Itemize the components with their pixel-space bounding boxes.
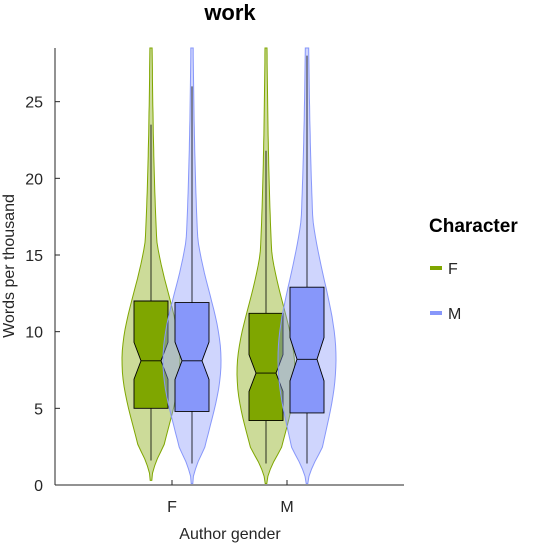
legend-label-F: F bbox=[448, 261, 458, 278]
x-axis-label: Author gender bbox=[179, 526, 281, 543]
box-series-F-cat-M bbox=[248, 312, 284, 422]
x-tick-label: F bbox=[167, 499, 177, 516]
legend-label-M: M bbox=[448, 306, 461, 323]
axes: 0 5 10 15 20 25 F M bbox=[25, 95, 293, 516]
y-tick-label: 25 bbox=[25, 95, 43, 112]
y-tick-label: 0 bbox=[34, 478, 43, 495]
y-axis-label: Words per thousand bbox=[1, 194, 18, 338]
x-tick-label: M bbox=[280, 499, 293, 516]
plot-area bbox=[121, 47, 337, 484]
y-tick-label: 20 bbox=[25, 171, 43, 188]
legend: Character F M bbox=[429, 216, 518, 323]
chart-title: work bbox=[203, 0, 256, 25]
y-tick-label: 15 bbox=[25, 248, 43, 265]
box-series-M-cat-F bbox=[174, 302, 210, 412]
legend-title: Character bbox=[429, 216, 518, 237]
y-tick-label: 10 bbox=[25, 325, 43, 342]
y-tick-label: 5 bbox=[34, 401, 43, 418]
box-series-M-cat-M bbox=[289, 286, 325, 414]
box-series-F-cat-F bbox=[133, 300, 169, 409]
